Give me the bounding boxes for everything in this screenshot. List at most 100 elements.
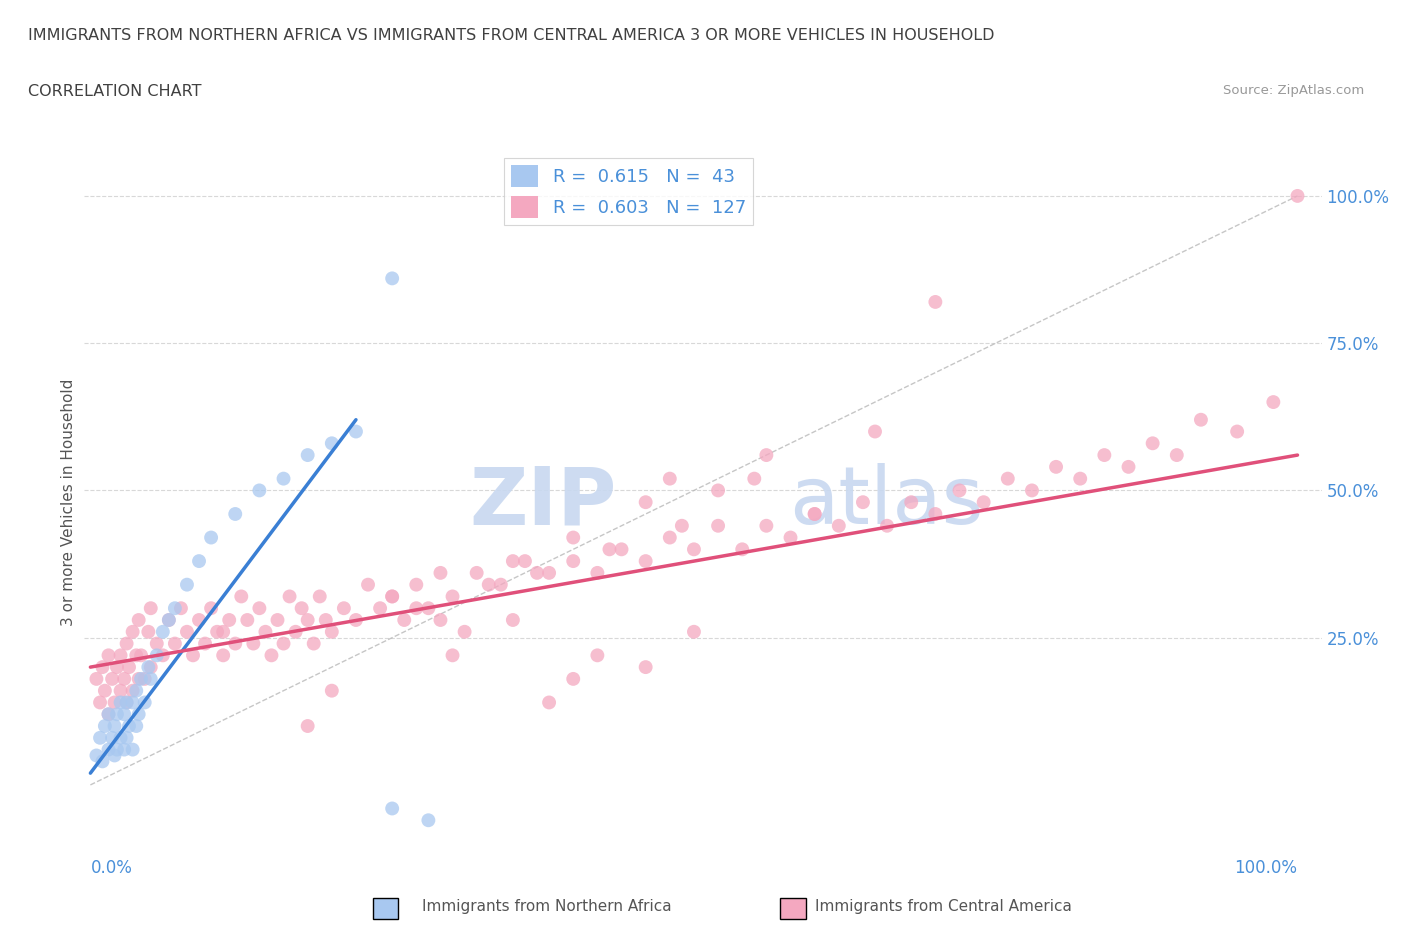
Point xyxy=(1069,472,1091,486)
Point xyxy=(948,483,970,498)
Point xyxy=(1263,394,1285,409)
Point xyxy=(610,542,633,557)
Point xyxy=(658,530,681,545)
Point xyxy=(125,648,148,663)
Point xyxy=(284,624,307,639)
Point xyxy=(97,707,120,722)
Point xyxy=(1118,459,1140,474)
Point xyxy=(200,530,222,545)
Point xyxy=(260,648,283,663)
Point xyxy=(924,507,946,522)
Point xyxy=(297,447,319,462)
Point xyxy=(112,742,135,757)
Point xyxy=(139,601,162,616)
Point xyxy=(91,754,114,769)
Point xyxy=(146,636,169,651)
Point xyxy=(110,684,132,698)
Point xyxy=(118,659,141,674)
Point xyxy=(273,472,295,486)
Point xyxy=(1166,447,1188,462)
Point xyxy=(489,578,512,592)
Point xyxy=(538,565,561,580)
Point xyxy=(803,507,825,522)
Text: CORRELATION CHART: CORRELATION CHART xyxy=(28,84,201,99)
Point xyxy=(163,636,186,651)
Point xyxy=(128,613,150,628)
Point xyxy=(112,707,135,722)
Point xyxy=(101,730,124,745)
Point xyxy=(634,553,657,568)
Point xyxy=(152,648,174,663)
Point xyxy=(1142,436,1164,451)
Text: Immigrants from Central America: Immigrants from Central America xyxy=(815,899,1073,914)
Point xyxy=(1286,189,1309,204)
Point xyxy=(344,613,367,628)
Point xyxy=(176,578,198,592)
Y-axis label: 3 or more Vehicles in Household: 3 or more Vehicles in Household xyxy=(60,379,76,626)
Point xyxy=(157,613,180,628)
Point xyxy=(266,613,288,628)
Point xyxy=(997,472,1019,486)
Point xyxy=(91,659,114,674)
Point xyxy=(115,636,138,651)
Point xyxy=(418,601,440,616)
Point xyxy=(105,742,128,757)
Point xyxy=(562,671,585,686)
Point xyxy=(105,659,128,674)
Point xyxy=(138,659,160,674)
Point xyxy=(129,648,152,663)
Point xyxy=(97,707,120,722)
Point xyxy=(381,271,404,286)
Point xyxy=(405,578,427,592)
Point xyxy=(297,719,319,734)
Point xyxy=(291,601,314,616)
Point xyxy=(900,495,922,510)
Point xyxy=(478,578,501,592)
Text: Source: ZipAtlas.com: Source: ZipAtlas.com xyxy=(1223,84,1364,97)
Point xyxy=(441,648,464,663)
Point xyxy=(333,601,356,616)
Point xyxy=(94,684,117,698)
Point xyxy=(115,730,138,745)
Legend: R =  0.615   N =  43, R =  0.603   N =  127: R = 0.615 N = 43, R = 0.603 N = 127 xyxy=(505,158,754,225)
Point xyxy=(418,813,440,828)
Point xyxy=(181,648,204,663)
Point xyxy=(146,648,169,663)
Point xyxy=(755,518,778,533)
Point xyxy=(139,671,162,686)
Point xyxy=(224,507,246,522)
Point xyxy=(852,495,875,510)
Text: Immigrants from Northern Africa: Immigrants from Northern Africa xyxy=(422,899,672,914)
Point xyxy=(97,648,120,663)
Point xyxy=(129,671,152,686)
Point xyxy=(924,295,946,310)
Point xyxy=(441,589,464,604)
Point xyxy=(105,707,128,722)
Point xyxy=(118,719,141,734)
Point xyxy=(125,684,148,698)
Point xyxy=(381,589,404,604)
Point xyxy=(157,613,180,628)
Point xyxy=(121,695,143,710)
Point xyxy=(803,507,825,522)
Point xyxy=(562,530,585,545)
Point xyxy=(110,648,132,663)
Point xyxy=(247,601,270,616)
Point xyxy=(152,624,174,639)
Text: ZIP: ZIP xyxy=(470,463,616,541)
Point xyxy=(634,495,657,510)
Point xyxy=(321,624,343,639)
Point xyxy=(212,624,235,639)
Point xyxy=(86,671,108,686)
Point xyxy=(429,565,451,580)
Point xyxy=(103,748,125,763)
Point xyxy=(101,671,124,686)
Point xyxy=(755,447,778,462)
Point xyxy=(1092,447,1115,462)
Point xyxy=(381,801,404,816)
Point xyxy=(731,542,754,557)
Point xyxy=(163,601,186,616)
Point xyxy=(368,601,391,616)
Point xyxy=(224,636,246,651)
Point xyxy=(465,565,488,580)
